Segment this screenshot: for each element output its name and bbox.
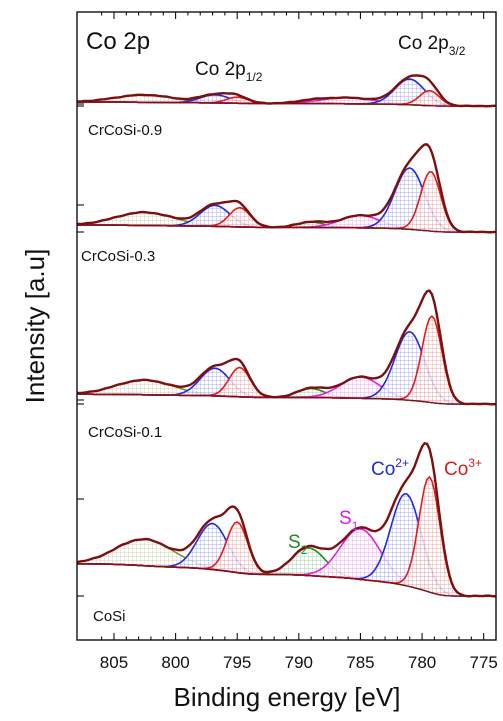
component-area-co2plus [77,79,496,106]
label-co3plus: Co3+ [444,456,482,480]
component-area-sat [77,380,496,404]
panel-cosi [77,441,496,598]
y-axis-title: Intensity [a.u] [20,249,50,404]
x-tick-label: 795 [223,653,251,672]
x-tick-label: 800 [161,653,189,672]
background-line [77,393,496,405]
panel-label-cosi: CoSi [93,608,126,625]
x-tick-label: 775 [469,653,497,672]
label-s1: S1 [339,508,359,533]
chart-title: Co 2p [86,28,150,55]
panel-crcosi-0-3 [77,143,496,234]
label-co2p32: Co 2p3/2 [398,33,466,58]
envelope-line [77,143,496,234]
component-area-co3plus [77,477,496,596]
label-co2p12: Co 2p1/2 [195,59,263,84]
component-area-sat [77,94,496,106]
envelope-line [77,289,496,406]
x-axis-title: Binding energy [eV] [174,682,401,712]
plot-frame [76,11,497,641]
component-area-sat [77,212,496,232]
panel-label-crcosi-0-3: CrCoSi-0.3 [81,248,155,265]
component-area-co2plus [77,168,496,232]
component-area-co2plus [77,331,496,404]
x-tick-label: 790 [285,653,313,672]
panel-crcosi-0-9 [77,74,496,108]
x-tick-label: 805 [100,653,128,672]
panel-crcosi-0-1 [77,289,496,406]
component-area-co2plus [77,493,496,596]
panel-label-crcosi-0-1: CrCoSi-0.1 [88,424,162,441]
envelope-line [77,74,496,108]
panel-label-crcosi-0-9: CrCoSi-0.9 [88,122,162,139]
x-tick-label: 785 [346,653,374,672]
component-area-s2 [77,547,496,596]
x-tick-label: 780 [408,653,436,672]
label-co2plus: Co2+ [371,456,409,480]
label-s2: S2 [288,532,308,557]
background-line [77,563,496,597]
envelope-line [77,441,496,598]
spectra-layer [77,74,496,598]
tick-layer: 805 800 795 790 785 780 775 [77,12,498,672]
